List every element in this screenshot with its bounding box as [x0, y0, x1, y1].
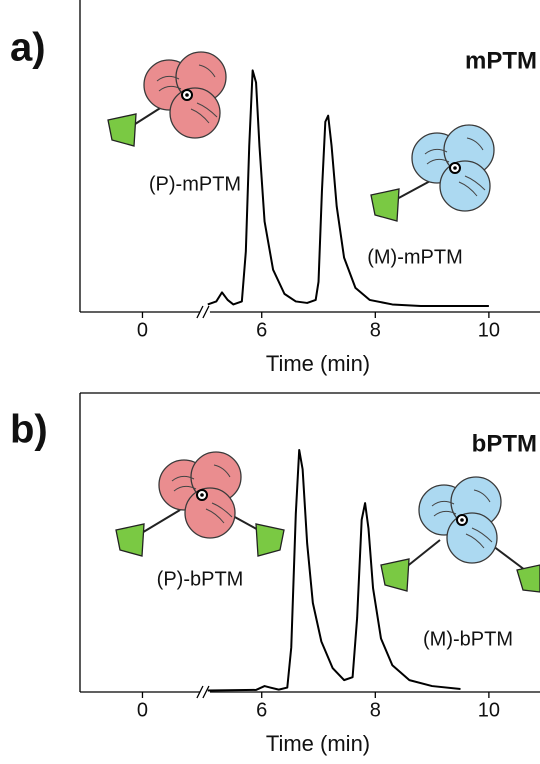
- x-axis-label: Time (min): [266, 351, 370, 376]
- x-tick-label: 8: [370, 699, 381, 721]
- chromatogram-line: [207, 69, 489, 307]
- x-tick-label: 10: [478, 319, 500, 341]
- annotation: (M)-bPTM: [423, 628, 513, 650]
- chart-title: mPTM: [465, 47, 537, 74]
- annotation: (P)-mPTM: [149, 173, 241, 195]
- annotation: (P)-bPTM: [157, 568, 244, 590]
- x-tick-label: 0: [137, 319, 148, 341]
- panel-label: b): [10, 408, 48, 452]
- x-tick-label: 6: [256, 699, 267, 721]
- x-axis-label: Time (min): [266, 731, 370, 756]
- x-tick-label: 8: [370, 319, 381, 341]
- x-tick-label: 0: [137, 699, 148, 721]
- illustration: [516, 564, 540, 593]
- chart-title: bPTM: [472, 430, 537, 457]
- illustration: [107, 51, 495, 222]
- chromatogram-line: [207, 448, 461, 692]
- x-tick-label: 10: [478, 699, 500, 721]
- axis-break: [196, 685, 210, 699]
- illustration: [115, 451, 526, 592]
- panel-label: a): [10, 26, 46, 70]
- axis-break: [196, 305, 210, 319]
- annotation: (M)-mPTM: [367, 246, 463, 268]
- x-tick-label: 6: [256, 319, 267, 341]
